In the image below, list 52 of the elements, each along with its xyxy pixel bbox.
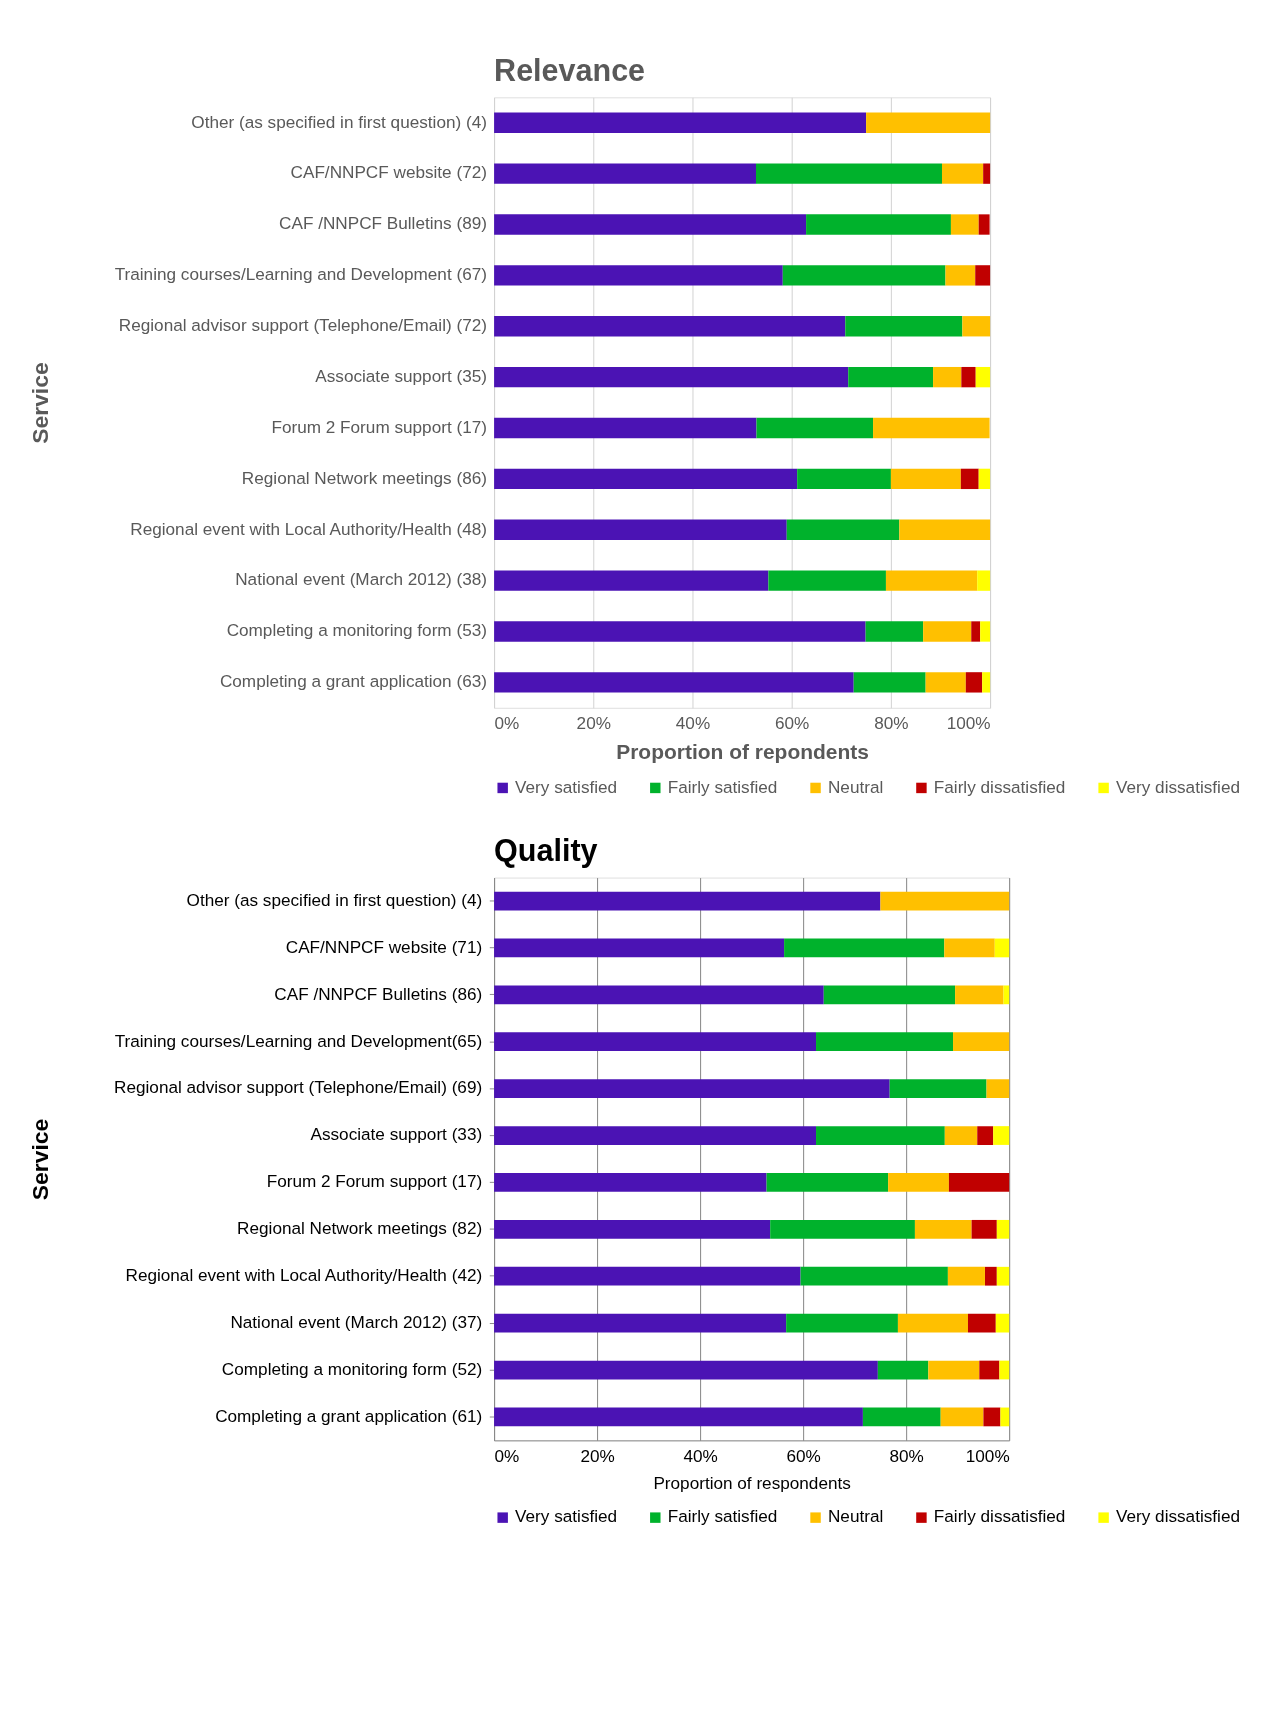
y-tick-label: Other (as specified in first question) (4) [191,111,487,132]
x-tick-label: 100% [965,1445,1010,1466]
x-tick-label: 80% [889,1445,924,1466]
y-tick-label: Regional Network meetings (86) [241,467,487,488]
x-tick-label: 0% [494,1445,520,1466]
y-axis-title: Service [27,362,54,444]
y-tick-label: National event (March 2012) (38) [235,569,487,590]
x-tick-label: 100% [946,713,991,734]
y-tick-label: Regional advisor support (Telephone/Email) (69) [114,1077,483,1098]
y-tick-label: Forum 2 Forum support (17) [266,1171,483,1192]
y-tick-label: Regional Network meetings (82) [237,1218,483,1239]
x-tick-label: 0% [494,713,520,734]
legend-label: Very satisfied [515,1506,618,1527]
y-tick-label: Regional advisor support (Telephone/Email) (72) [118,315,487,336]
y-tick-label: Training courses/Learning and Development(65) [114,1030,483,1051]
legend-label: Fairly dissatisfied [933,1506,1066,1527]
x-tick-label: 80% [874,713,909,734]
legend-label: Neutral [827,1506,884,1527]
y-tick-label: National event (March 2012) (37) [230,1311,483,1332]
y-tick-label: CAF /NNPCF Bulletins (86) [274,983,483,1004]
x-tick-label: 60% [775,713,810,734]
chart-title: Relevance [494,53,646,88]
y-tick-label: CAF/NNPCF website (72) [290,162,487,183]
x-tick-label: 20% [576,713,611,734]
legend-label: Very dissatisfied [1116,776,1240,797]
x-tick-label: 40% [675,713,711,734]
x-tick-label: 60% [786,1445,821,1466]
legend-label: Very dissatisfied [1116,1506,1240,1527]
y-tick-label: Completing a monitoring form (52) [221,1358,483,1379]
y-tick-label: Completing a grant application (61) [215,1405,483,1426]
y-tick-label: Training courses/Learning and Development (67) [114,264,487,285]
y-tick-label: Associate support (35) [315,365,487,386]
legend-label: Very satisfied [515,776,618,797]
x-tick-label: 20% [580,1445,615,1466]
legend-label: Fairly satisfied [667,776,778,797]
y-tick-label: Completing a grant application (63) [219,671,487,692]
legend-label: Fairly satisfied [667,1506,778,1527]
y-tick-label: Associate support (33) [310,1124,483,1145]
legend-label: Neutral [827,776,884,797]
y-axis-title: Service [27,1118,54,1201]
chart-title: Quality [494,833,598,869]
x-axis-title: Proportion of respondents [653,1472,851,1493]
y-tick-label: CAF /NNPCF Bulletins (89) [279,213,487,234]
y-tick-label: Other (as specified in first question) (4) [186,889,483,910]
y-tick-label: Completing a monitoring form (53) [226,620,487,641]
y-tick-label: Forum 2 Forum support (17) [271,416,487,437]
y-tick-label: Regional event with Local Authority/Health (48) [130,518,487,539]
x-axis-title: Proportion of repondents [616,739,869,763]
legend-label: Fairly dissatisfied [933,776,1066,797]
x-tick-label: 40% [683,1445,718,1466]
y-tick-label: CAF/NNPCF website (71) [285,936,483,957]
y-tick-label: Regional event with Local Authority/Health (42) [125,1265,483,1285]
